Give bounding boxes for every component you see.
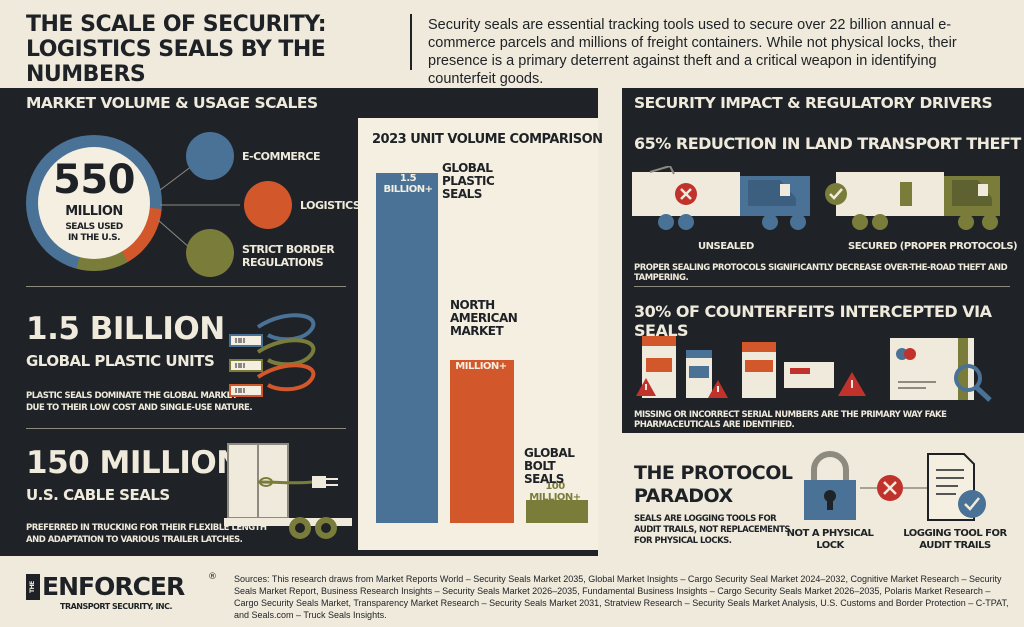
inspection-box-icon xyxy=(890,338,992,402)
logistics-label: LOGISTICS xyxy=(300,199,361,212)
category-label-north-american: NORTH AMERICAN MARKET xyxy=(450,298,518,338)
counterfeit-title: 30% OF COUNTERFEITS INTERCEPTED VIA SEAL… xyxy=(634,302,992,340)
secured-truck-icon xyxy=(825,172,1000,230)
category-label-bolt: GLOBAL BOLT SEALS xyxy=(524,446,575,486)
paradox-title: THE PROTOCOL PARADOX xyxy=(634,462,793,508)
category-label-plastic: GLOBAL PLASTIC SEALS xyxy=(442,161,495,201)
page-title: THE SCALE OF SECURITY: LOGISTICS SEALS B… xyxy=(26,12,396,87)
plastic-number: 1.5 BILLION xyxy=(26,311,225,347)
donut-center xyxy=(38,147,150,259)
title-line-1: THE SCALE OF SECURITY: xyxy=(26,12,327,37)
theft-title: 65% REDUCTION IN LAND TRANSPORT THEFT xyxy=(634,134,1021,153)
border-label: STRICT BORDER REGULATIONS xyxy=(242,243,335,269)
divider xyxy=(26,286,346,287)
value-label-north-american: 700 MILLION+ xyxy=(455,350,507,372)
border-circle xyxy=(186,229,234,277)
logo-name: ENFORCER xyxy=(42,572,185,601)
cable-desc-2: AND ADAPTATION TO VARIOUS TRAILER LATCHE… xyxy=(26,535,243,545)
plastic-seals-icon xyxy=(229,313,316,397)
cable-number: 150 MILLION xyxy=(26,445,242,481)
plastic-sub: GLOBAL PLASTIC UNITS xyxy=(26,352,215,370)
donut-number: 550 xyxy=(53,157,136,203)
value-label-plastic: 1.5 BILLION+ xyxy=(383,173,433,195)
intro-text: Security seals are essential tracking to… xyxy=(428,17,957,87)
divider xyxy=(634,286,1010,287)
cable-desc: PREFERRED IN TRUCKING FOR THEIR FLEXIBLE… xyxy=(26,522,267,546)
paradox-desc-1: SEALS ARE LOGGING TOOLS FOR xyxy=(634,514,777,524)
logging-1: LOGGING TOOL FOR xyxy=(903,528,1007,539)
paradox-icons xyxy=(804,451,986,521)
trailer-cable-seal-icon xyxy=(224,443,352,539)
bar-plastic xyxy=(376,173,438,523)
ecommerce-label: E-COMMERCE xyxy=(242,150,320,163)
paradox-desc-3: FOR PHYSICAL LOCKS. xyxy=(634,536,732,546)
donut-caption: SEALS USED IN THE U.S. xyxy=(38,222,150,244)
paradox-title-2: PARADOX xyxy=(634,485,733,507)
paradox-title-1: THE PROTOCOL xyxy=(634,462,793,484)
header-divider xyxy=(410,14,412,70)
cable-sub: U.S. CABLE SEALS xyxy=(26,486,170,504)
divider xyxy=(26,428,346,429)
pharmaceuticals-icon xyxy=(636,336,866,398)
impact-heading: SECURITY IMPACT & REGULATORY DRIVERS xyxy=(634,94,993,112)
paradox-desc: SEALS ARE LOGGING TOOLS FOR AUDIT TRAILS… xyxy=(634,514,791,547)
unsealed-truck-icon xyxy=(632,166,810,230)
value-label-bolt: 100 MILLION+ xyxy=(529,481,581,503)
title-line-2: LOGISTICS SEALS BY THE NUMBERS xyxy=(26,37,326,87)
logging-2: AUDIT TRAILS xyxy=(919,540,991,551)
donut-unit: MILLION xyxy=(65,204,123,219)
ecommerce-circle xyxy=(186,132,234,180)
counterfeit-desc: MISSING OR INCORRECT SERIAL NUMBERS ARE … xyxy=(634,410,947,430)
logging-label: LOGGING TOOL FOR AUDIT TRAILS xyxy=(900,528,1010,552)
bar-bolt xyxy=(526,500,588,523)
secured-label: SECURED (PROPER PROTOCOLS) xyxy=(848,241,1018,252)
plastic-desc-1: PLASTIC SEALS DOMINATE THE GLOBAL MARKET xyxy=(26,391,238,401)
market-heading: MARKET VOLUME & USAGE SCALES xyxy=(26,94,318,112)
bar-chart: 1.5 BILLION+ 700 MILLION+ 100 MILLION+ G… xyxy=(358,118,598,550)
border-label-1: STRICT BORDER xyxy=(242,243,335,256)
donut-caption-2: IN THE U.S. xyxy=(67,233,121,243)
cable-desc-1: PREFERRED IN TRUCKING FOR THEIR FLEXIBLE… xyxy=(26,523,267,533)
not-lock-1: NOT A PHYSICAL xyxy=(786,528,874,539)
unsealed-label: UNSEALED xyxy=(698,241,754,252)
chart-title: 2023 UNIT VOLUME COMPARISON xyxy=(372,132,603,147)
logo-registered: ® xyxy=(208,572,217,582)
logistics-circle xyxy=(244,181,292,229)
bar-north-american xyxy=(450,360,514,523)
border-label-2: REGULATIONS xyxy=(242,256,324,269)
paradox-desc-2: AUDIT TRAILS, NOT REPLACEMENTS xyxy=(634,525,791,535)
theft-desc: PROPER SEALING PROTOCOLS SIGNIFICANTLY D… xyxy=(634,263,1008,283)
plastic-desc: PLASTIC SEALS DOMINATE THE GLOBAL MARKET… xyxy=(26,390,253,414)
logo-the: THE xyxy=(26,574,40,600)
logo-subtitle: TRANSPORT SECURITY, INC. xyxy=(60,602,173,611)
plastic-desc-2: DUE TO THEIR LOW COST AND SINGLE-USE NAT… xyxy=(26,403,253,413)
sources-text: Sources: This research draws from Market… xyxy=(234,574,1009,620)
not-lock-2: LOCK xyxy=(816,540,844,551)
donut-caption-1: SEALS USED xyxy=(65,222,123,232)
enforcer-logo: THE ENFORCER ® TRANSPORT SECURITY, INC. xyxy=(26,572,217,611)
not-lock-label: NOT A PHYSICAL LOCK xyxy=(778,528,882,552)
